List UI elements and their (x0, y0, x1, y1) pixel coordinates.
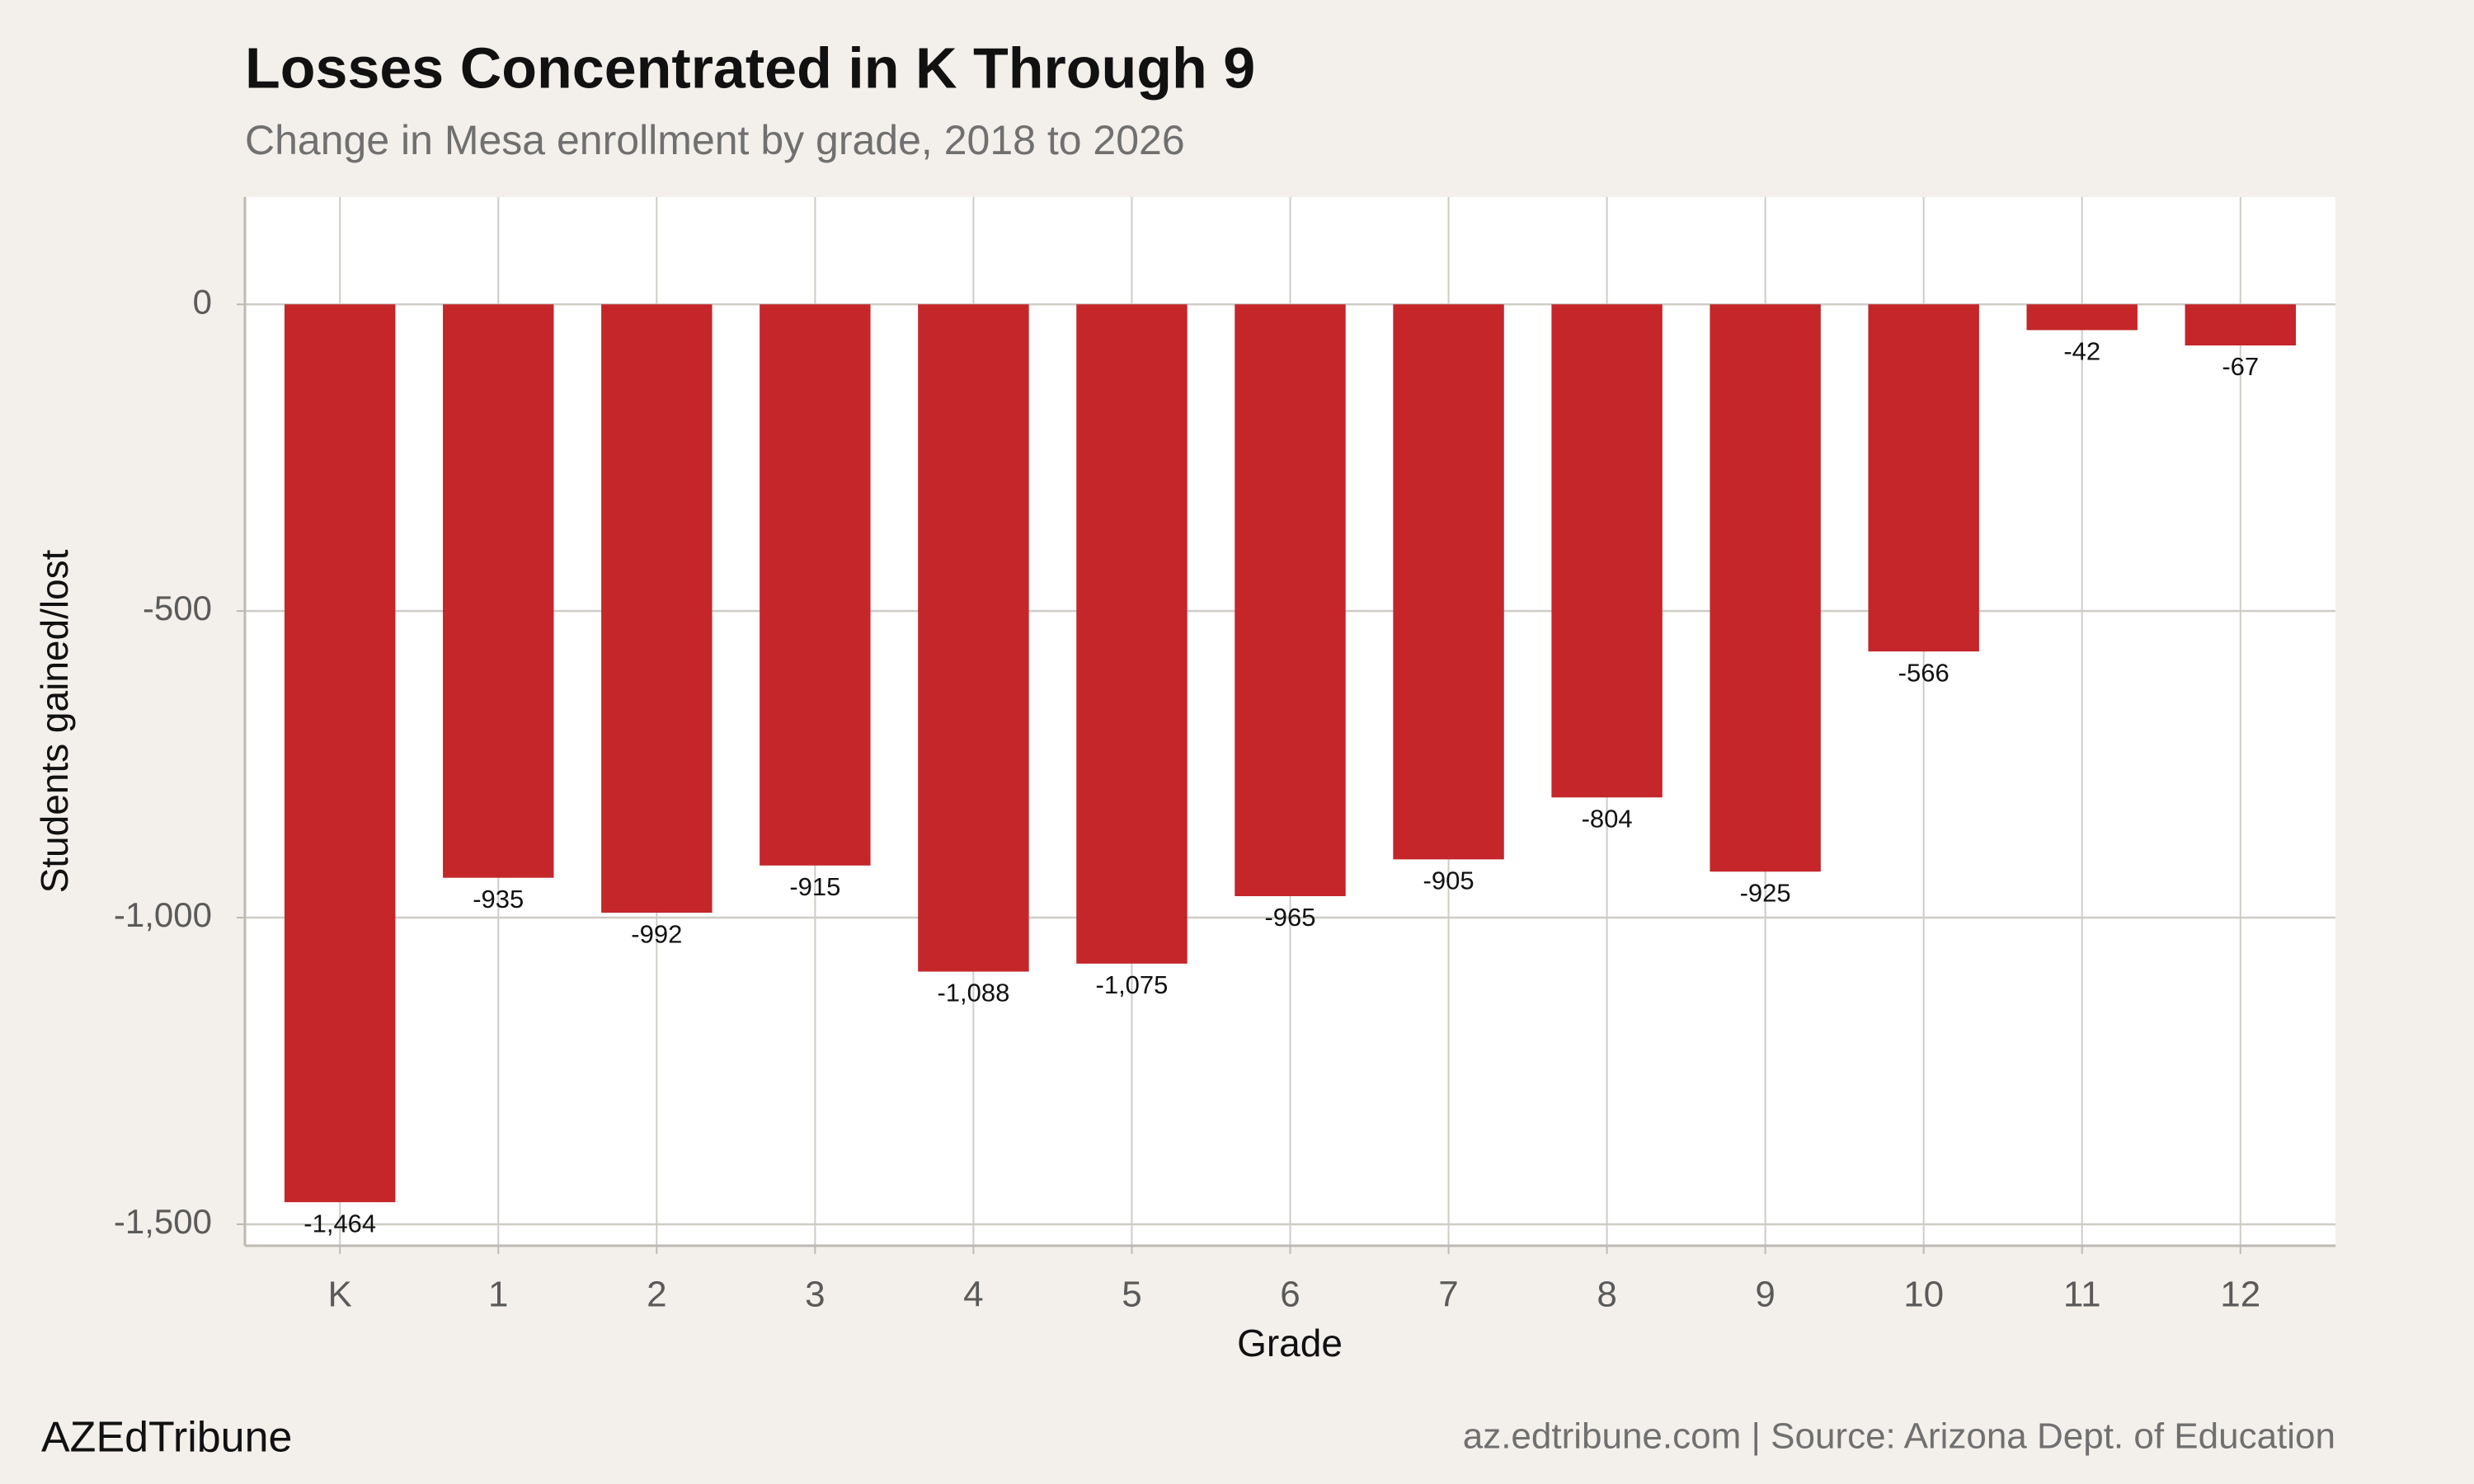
x-tick-label: 12 (2220, 1275, 2260, 1315)
x-tick-label: K (328, 1275, 352, 1315)
value-label: -804 (1582, 804, 1633, 833)
bar (1393, 304, 1504, 860)
chart-title: Losses Concentrated in K Through 9 (245, 35, 1255, 100)
value-label: -925 (1740, 878, 1791, 907)
y-axis-title: Students gained/lost (33, 549, 76, 893)
y-tick-label: -500 (143, 589, 212, 627)
value-label: -566 (1898, 658, 1950, 687)
bar (760, 304, 871, 866)
value-label: -1,464 (303, 1209, 376, 1237)
x-tick-label: 9 (1755, 1275, 1775, 1315)
x-tick-label: 4 (963, 1275, 983, 1315)
caption-left: AZEdTribune (41, 1414, 292, 1462)
value-label: -67 (2222, 352, 2259, 381)
x-tick-label: 3 (805, 1275, 825, 1315)
value-label: -992 (631, 919, 682, 948)
value-label: -915 (789, 872, 840, 901)
value-label: -935 (473, 885, 524, 913)
y-tick-label: 0 (193, 282, 212, 321)
x-tick-label: 10 (1903, 1275, 1944, 1315)
x-tick-label: 6 (1280, 1275, 1300, 1315)
x-tick-label: 5 (1122, 1275, 1141, 1315)
x-axis-title: Grade (1237, 1322, 1343, 1364)
value-label: -1,075 (1096, 970, 1169, 999)
bar (1076, 304, 1188, 964)
bar (1235, 304, 1346, 897)
bar (918, 304, 1029, 972)
bar (1868, 304, 1979, 652)
chart-subtitle: Change in Mesa enrollment by grade, 2018… (245, 117, 1185, 163)
value-label: -42 (2063, 337, 2100, 366)
bar (2185, 304, 2296, 346)
bar (1551, 304, 1663, 798)
x-tick-label: 11 (2063, 1275, 2101, 1315)
bar (443, 304, 554, 878)
value-label: -1,088 (937, 979, 1009, 1007)
value-label: -905 (1423, 866, 1475, 895)
bar (2026, 304, 2138, 331)
bar (1710, 304, 1821, 872)
x-tick-label: 2 (647, 1275, 666, 1315)
x-tick-label: 8 (1597, 1275, 1616, 1315)
bar (285, 304, 396, 1203)
x-tick-label: 7 (1438, 1275, 1458, 1315)
y-tick-label: -1,500 (114, 1202, 212, 1241)
bar (601, 304, 713, 913)
caption-right: az.edtribune.com | Source: Arizona Dept.… (1463, 1416, 2335, 1457)
x-tick-label: 1 (488, 1275, 508, 1315)
y-tick-label: -1,000 (114, 895, 212, 934)
value-label: -965 (1264, 903, 1315, 932)
